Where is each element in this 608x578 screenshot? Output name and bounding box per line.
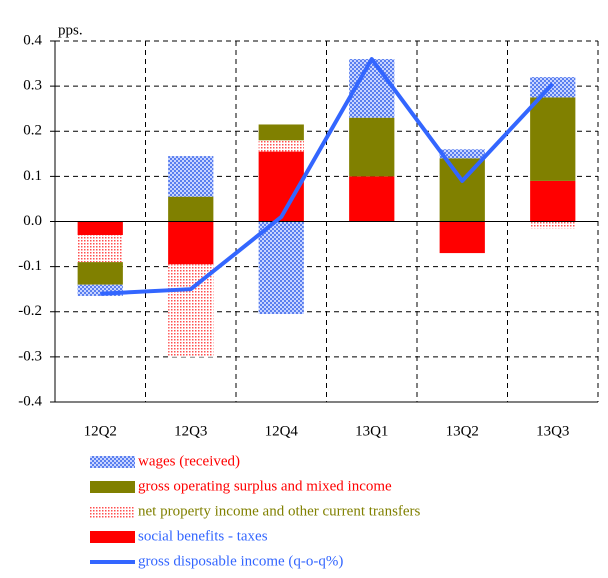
bar-segment [258, 140, 304, 152]
x-tick-label: 12Q2 [84, 423, 117, 439]
y-tick-label: 0.4 [23, 32, 42, 48]
bar-segment [77, 284, 123, 296]
bar-segment [168, 156, 214, 197]
y-tick-label: -0.2 [18, 303, 42, 319]
x-tick-label: 13Q3 [536, 423, 569, 439]
legend-swatch [90, 531, 135, 543]
legend-swatch [90, 456, 135, 468]
bar-segment [349, 117, 395, 177]
bar-segment [168, 264, 214, 357]
bar-segment [168, 196, 214, 222]
bar-segment [77, 262, 123, 285]
y-axis-label: pps. [58, 22, 83, 38]
bar-segment [530, 180, 576, 222]
bar-segment [349, 176, 395, 222]
x-tick-label: 12Q3 [174, 423, 207, 439]
legend-label: wages (received) [138, 453, 240, 469]
bar-segment [258, 221, 304, 315]
bar-segment [439, 149, 485, 159]
y-tick-label: -0.1 [18, 258, 42, 274]
legend-label: gross operating surplus and mixed income [138, 478, 392, 494]
y-tick-label: -0.3 [18, 348, 42, 364]
y-tick-label: -0.4 [18, 393, 42, 409]
bar-segment [77, 221, 123, 236]
y-tick-label: 0.1 [23, 168, 42, 184]
bar-segment [439, 158, 485, 222]
x-tick-label: 12Q4 [265, 423, 299, 439]
bar-segment [530, 97, 576, 181]
bar-segment [168, 221, 214, 265]
bar-segment [439, 221, 485, 254]
y-tick-label: 0.3 [23, 78, 42, 94]
bar-segment [258, 124, 304, 141]
bar-segment [258, 151, 304, 222]
legend-swatch [90, 481, 135, 493]
bar-segment [77, 235, 123, 263]
legend-swatch [90, 506, 135, 518]
legend-label: gross disposable income (q-o-q%) [138, 553, 343, 569]
y-tick-label: 0.0 [23, 213, 42, 229]
line-series [100, 57, 555, 296]
bar-segment [530, 77, 576, 98]
bar-segment [530, 221, 576, 229]
y-tick-label: 0.2 [23, 123, 42, 139]
x-tick-label: 13Q2 [446, 423, 479, 439]
legend-label: social benefits - taxes [138, 528, 268, 544]
x-tick-label: 13Q1 [355, 423, 388, 439]
legend-label: net property income and other current tr… [138, 503, 421, 519]
